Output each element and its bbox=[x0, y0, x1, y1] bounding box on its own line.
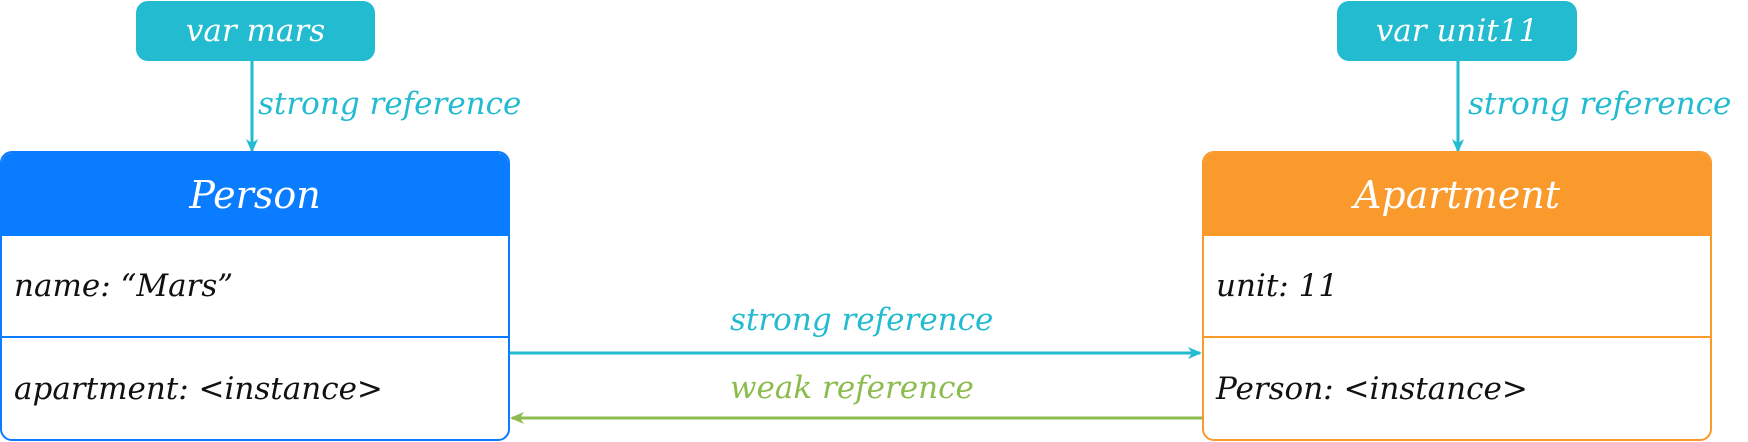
apartment-person-weak-reference-label: weak reference bbox=[730, 370, 974, 406]
mars-strong-reference-label: strong reference bbox=[258, 86, 522, 122]
apartment-unit-field: unit: 11 bbox=[1204, 236, 1710, 338]
person-class-box: Person name: “Mars” apartment: <instance… bbox=[0, 151, 510, 441]
apartment-class-box: Apartment unit: 11 Person: <instance> bbox=[1202, 151, 1712, 441]
person-apartment-strong-reference-label: strong reference bbox=[730, 302, 994, 338]
var-unit11-label: var unit11 bbox=[1375, 13, 1539, 49]
apartment-class-title: Apartment bbox=[1204, 153, 1710, 236]
person-apartment-field: apartment: <instance> bbox=[14, 371, 383, 407]
apartment-person-field: Person: <instance> bbox=[1216, 371, 1528, 407]
var-mars-node: var mars bbox=[136, 1, 375, 61]
var-mars-label: var mars bbox=[185, 13, 326, 49]
person-name-field: name: “Mars” bbox=[2, 236, 508, 338]
person-class-title: Person bbox=[2, 153, 508, 236]
var-unit11-node: var unit11 bbox=[1337, 1, 1577, 61]
unit11-strong-reference-label: strong reference bbox=[1468, 86, 1732, 122]
